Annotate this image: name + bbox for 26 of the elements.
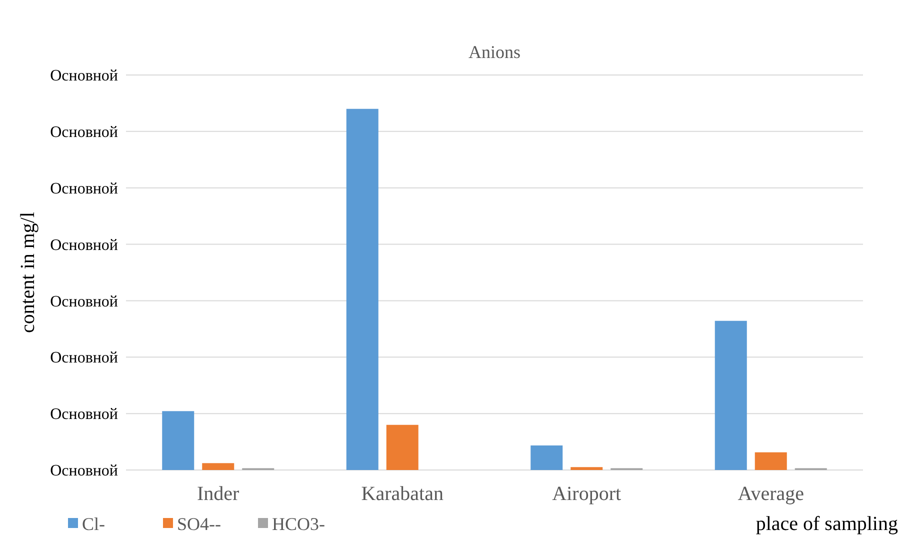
bar [162,411,194,470]
bar [530,445,563,470]
x-tick-label: Inder [197,483,240,505]
y-axis-title: content in mg/l [17,212,39,334]
bar [754,452,787,470]
text: Основной [50,68,118,85]
bar [346,108,378,470]
bar [714,320,747,470]
legend-label: SO4-- [177,514,222,534]
bar [386,424,418,470]
text: Основной [50,180,118,198]
text: Основной [50,293,118,310]
text: Основной [50,462,118,480]
bar [570,467,603,470]
x-tick-label: Average [738,483,804,505]
legend-label: HCO3- [272,514,326,534]
bar [202,463,234,470]
x-tick-label: Airoport [552,483,622,505]
chart-title: Anions [468,42,521,62]
text: Основной [50,124,118,142]
x-tick-label: Karabatan [361,483,444,505]
text: Основной [50,406,118,424]
text: Основной [50,350,118,367]
legend-label: Cl- [82,514,106,534]
text: Основной [50,236,118,254]
x-axis-title: place of sampling [756,513,898,535]
